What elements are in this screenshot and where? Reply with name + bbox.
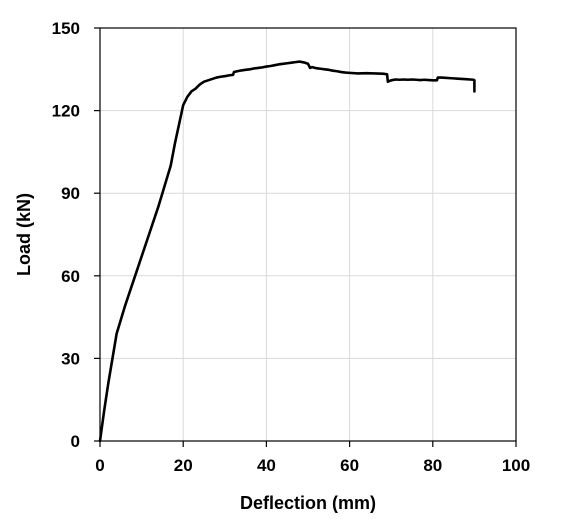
y-tick-label: 120 [52, 102, 80, 121]
x-tick-label: 0 [95, 456, 104, 475]
x-tick-label: 60 [340, 456, 359, 475]
x-tick-label: 80 [423, 456, 442, 475]
x-tick-label: 20 [174, 456, 193, 475]
x-tick-label: 40 [257, 456, 276, 475]
series-line [98, 60, 476, 443]
x-axis-title: Deflection (mm) [240, 493, 376, 513]
plot-area-frame [99, 27, 517, 442]
y-tick-label: 90 [61, 184, 80, 203]
y-axis-title: Load (kN) [14, 193, 34, 276]
grid-lines [100, 28, 516, 441]
series-layer [98, 60, 476, 443]
y-tick-label: 0 [71, 432, 80, 451]
y-tick-label: 60 [61, 267, 80, 286]
x-tick-label: 100 [502, 456, 530, 475]
y-tick-label: 30 [61, 349, 80, 368]
axis-ticks: 0 20 40 60 80 100 0 30 60 90 120 150 [52, 19, 531, 475]
y-tick-label: 150 [52, 19, 80, 38]
